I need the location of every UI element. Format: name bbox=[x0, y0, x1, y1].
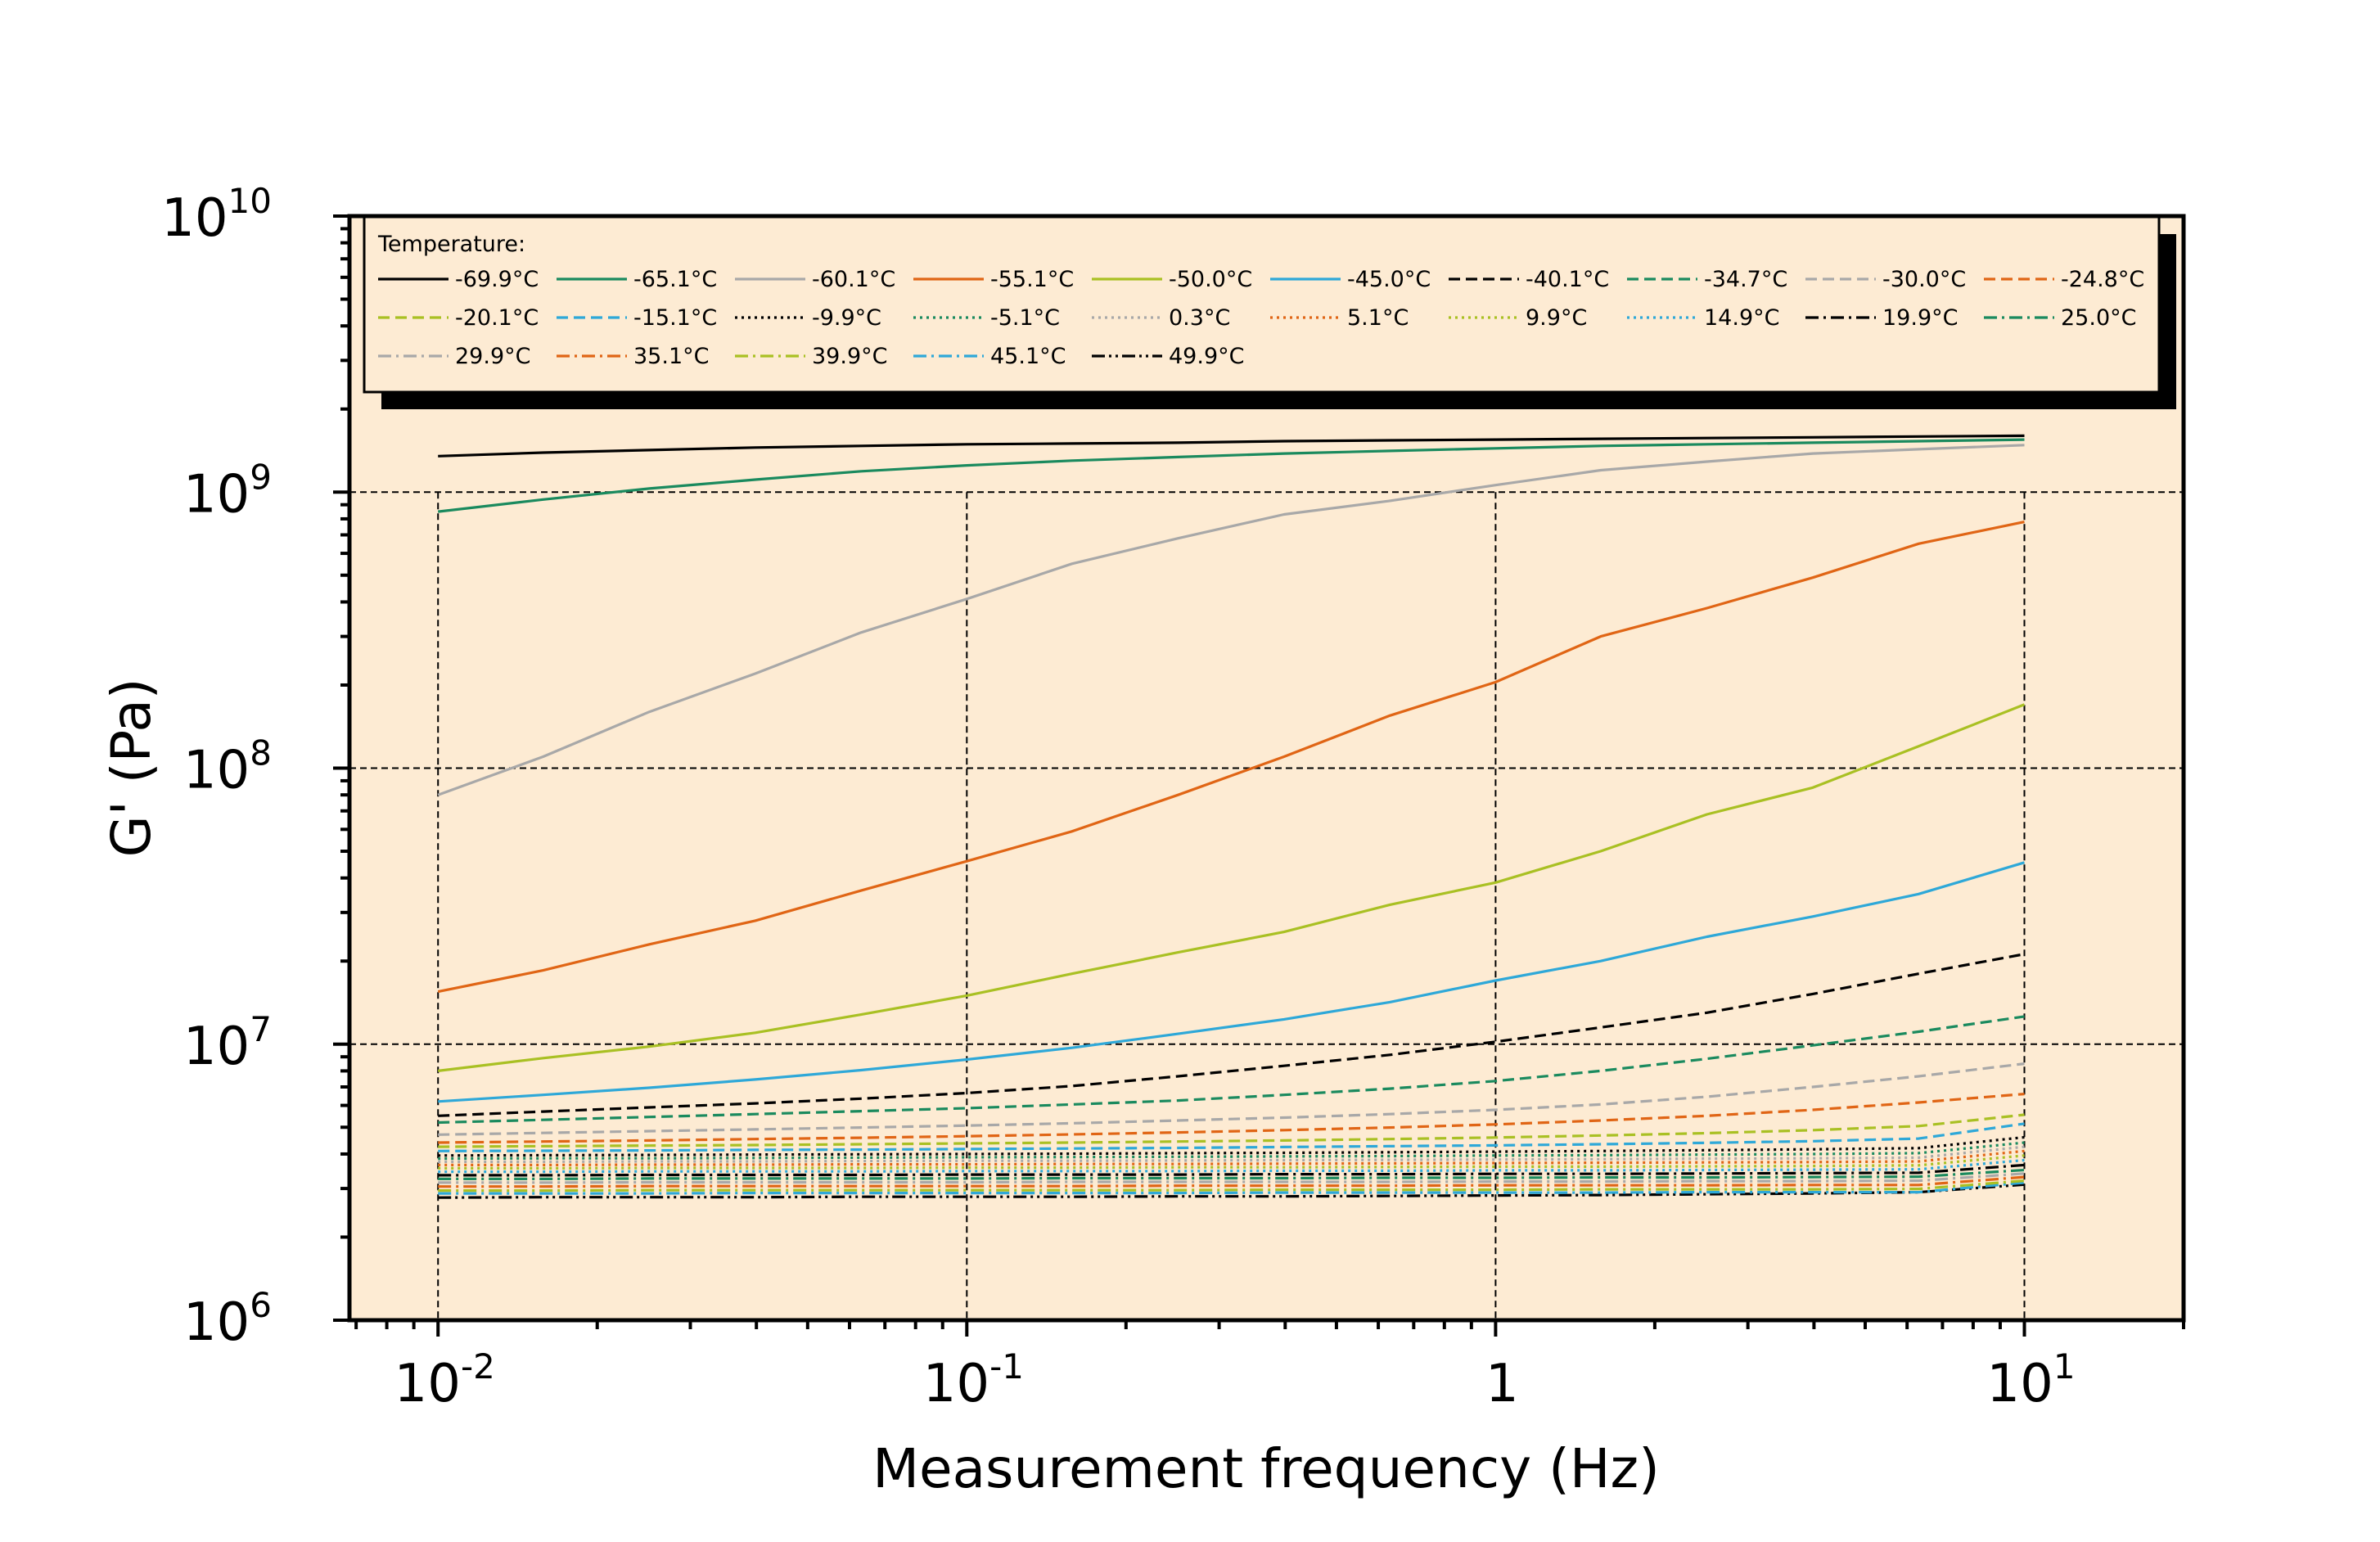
legend-label: 49.9°C bbox=[1169, 344, 1244, 369]
series-line bbox=[438, 1168, 2025, 1181]
legend-label: -65.1°C bbox=[633, 267, 717, 292]
series-line bbox=[438, 861, 2025, 1103]
legend-box bbox=[363, 215, 2161, 394]
series-line bbox=[438, 1135, 2025, 1157]
legend-label: 35.1°C bbox=[633, 344, 709, 369]
legend: Temperature: -69.9°C -65.1°C -60.1°C -55.1°… bbox=[363, 215, 2176, 409]
y-tick-label: 107 bbox=[183, 1009, 272, 1077]
series-line bbox=[438, 438, 2025, 513]
legend-label: -5.1°C bbox=[990, 305, 1060, 331]
legend-label: 29.9°C bbox=[455, 344, 530, 369]
y-tick-label: 106 bbox=[183, 1285, 272, 1353]
legend-label: -30.0°C bbox=[1882, 267, 1966, 292]
series-line bbox=[438, 1015, 2025, 1125]
legend-label: -55.1°C bbox=[990, 267, 1074, 292]
series-line bbox=[438, 1154, 2025, 1170]
x-tick-label: 10-2 bbox=[394, 1346, 495, 1414]
series-line bbox=[438, 1172, 2025, 1184]
series-line bbox=[438, 434, 2025, 458]
legend-label: 45.1°C bbox=[990, 344, 1066, 369]
series-line bbox=[438, 1149, 2025, 1167]
x-tick-label: 10-1 bbox=[923, 1346, 1024, 1414]
legend-label: -60.1°C bbox=[812, 267, 895, 292]
legend-label: 25.0°C bbox=[2061, 305, 2136, 331]
series-line bbox=[438, 953, 2025, 1117]
series-line bbox=[438, 703, 2026, 1072]
series-line bbox=[438, 1141, 2025, 1161]
legend-label: 9.9°C bbox=[1526, 305, 1587, 331]
legend-title: Temperature: bbox=[377, 232, 525, 257]
series-line bbox=[438, 1175, 2025, 1188]
y-tick-label: 1010 bbox=[161, 181, 272, 249]
legend-label: -20.1°C bbox=[455, 305, 539, 331]
legend-label: -50.0°C bbox=[1169, 267, 1252, 292]
legend-label: -45.0°C bbox=[1347, 267, 1431, 292]
y-tick-label: 109 bbox=[183, 457, 272, 525]
legend-label: 0.3°C bbox=[1169, 305, 1230, 331]
series-line bbox=[438, 1181, 2025, 1195]
series-line bbox=[438, 1113, 2025, 1148]
series-line bbox=[438, 1093, 2025, 1144]
legend-label: -34.7°C bbox=[1704, 267, 1787, 292]
x-tick-label: 101 bbox=[1986, 1346, 2075, 1414]
legend-label: 14.9°C bbox=[1704, 305, 1779, 331]
series-line bbox=[438, 1179, 2025, 1193]
legend-label: -69.9°C bbox=[455, 267, 539, 292]
legend-label: -40.1°C bbox=[1526, 267, 1609, 292]
series-line bbox=[437, 444, 2025, 796]
series-lines bbox=[437, 434, 2026, 1199]
grid-lines bbox=[349, 491, 2184, 1320]
series-line bbox=[438, 1145, 2025, 1164]
series-line bbox=[438, 1163, 2025, 1177]
y-axis-title: G' (Pa) bbox=[100, 678, 163, 857]
legend-label: -24.8°C bbox=[2061, 267, 2144, 292]
legend-label: 39.9°C bbox=[812, 344, 887, 369]
series-line bbox=[438, 1122, 2025, 1152]
x-tick-label: 1 bbox=[1485, 1354, 1519, 1414]
series-line bbox=[437, 521, 2025, 994]
legend-label: 19.9°C bbox=[1882, 305, 1958, 331]
x-axis-title: Measurement frequency (Hz) bbox=[872, 1437, 1660, 1500]
axes: 10-2 10-1 1 101 106 107 108 109 1010 bbox=[161, 181, 2185, 1414]
series-line bbox=[438, 1158, 2025, 1174]
series-line bbox=[438, 1062, 2025, 1136]
series-line bbox=[438, 1183, 2025, 1199]
legend-entries: -69.9°C -65.1°C -60.1°C -55.1°C -50.0°C -45.0… bbox=[378, 267, 2144, 369]
legend-label: -9.9°C bbox=[812, 305, 881, 331]
legend-label: 5.1°C bbox=[1347, 305, 1409, 331]
y-tick-label: 108 bbox=[183, 733, 272, 801]
legend-label: -15.1°C bbox=[633, 305, 717, 331]
